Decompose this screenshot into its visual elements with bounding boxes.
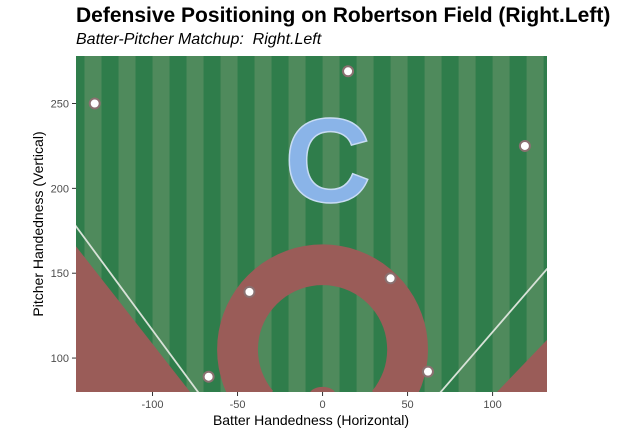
team-logo: C xyxy=(284,94,371,228)
home-plate-dirt xyxy=(310,386,335,392)
x-axis-title: Batter Handedness (Horizontal) xyxy=(213,412,409,428)
grass-stripe xyxy=(458,56,476,392)
x-tick-label: 100 xyxy=(483,399,501,411)
grass-stripe xyxy=(288,56,306,392)
y-tick-label: 200 xyxy=(51,183,69,195)
foul-line-right xyxy=(439,267,547,392)
chart-title: Defensive Positioning on Robertson Field… xyxy=(76,4,611,27)
field-panel: C xyxy=(76,56,547,392)
player-point xyxy=(421,365,434,378)
x-axis: -100 -50 0 50 100 xyxy=(142,392,502,411)
grass-stripe xyxy=(492,56,510,392)
grass-stripe xyxy=(186,56,204,392)
dirt-track-left xyxy=(76,246,191,392)
y-axis: 100 150 200 250 xyxy=(51,99,76,365)
player-point xyxy=(202,370,215,383)
y-tick-label: 250 xyxy=(51,99,69,111)
x-tick-label: -50 xyxy=(230,399,246,411)
grass-stripe xyxy=(356,56,374,392)
grass-stripe xyxy=(526,56,544,392)
x-tick-label: -100 xyxy=(142,399,164,411)
x-tick-label: 50 xyxy=(401,399,413,411)
dirt-track-right xyxy=(496,339,547,392)
player-point xyxy=(88,97,101,110)
grass-stripe xyxy=(152,56,170,392)
player-point xyxy=(243,285,256,298)
player-points xyxy=(88,65,531,383)
foul-line-left xyxy=(76,224,200,392)
grass-stripe xyxy=(424,56,442,392)
infield-dirt xyxy=(217,244,428,392)
player-point xyxy=(342,65,355,78)
y-tick-label: 150 xyxy=(51,268,69,280)
player-point xyxy=(518,139,531,152)
player-point xyxy=(384,272,397,285)
chart-subtitle: Batter-Pitcher Matchup: Right.Left xyxy=(76,31,322,48)
y-axis-title: Pitcher Handedness (Vertical) xyxy=(30,131,46,316)
x-tick-label: 0 xyxy=(319,399,325,411)
grass-stripe xyxy=(322,56,340,392)
y-tick-label: 100 xyxy=(51,353,69,365)
